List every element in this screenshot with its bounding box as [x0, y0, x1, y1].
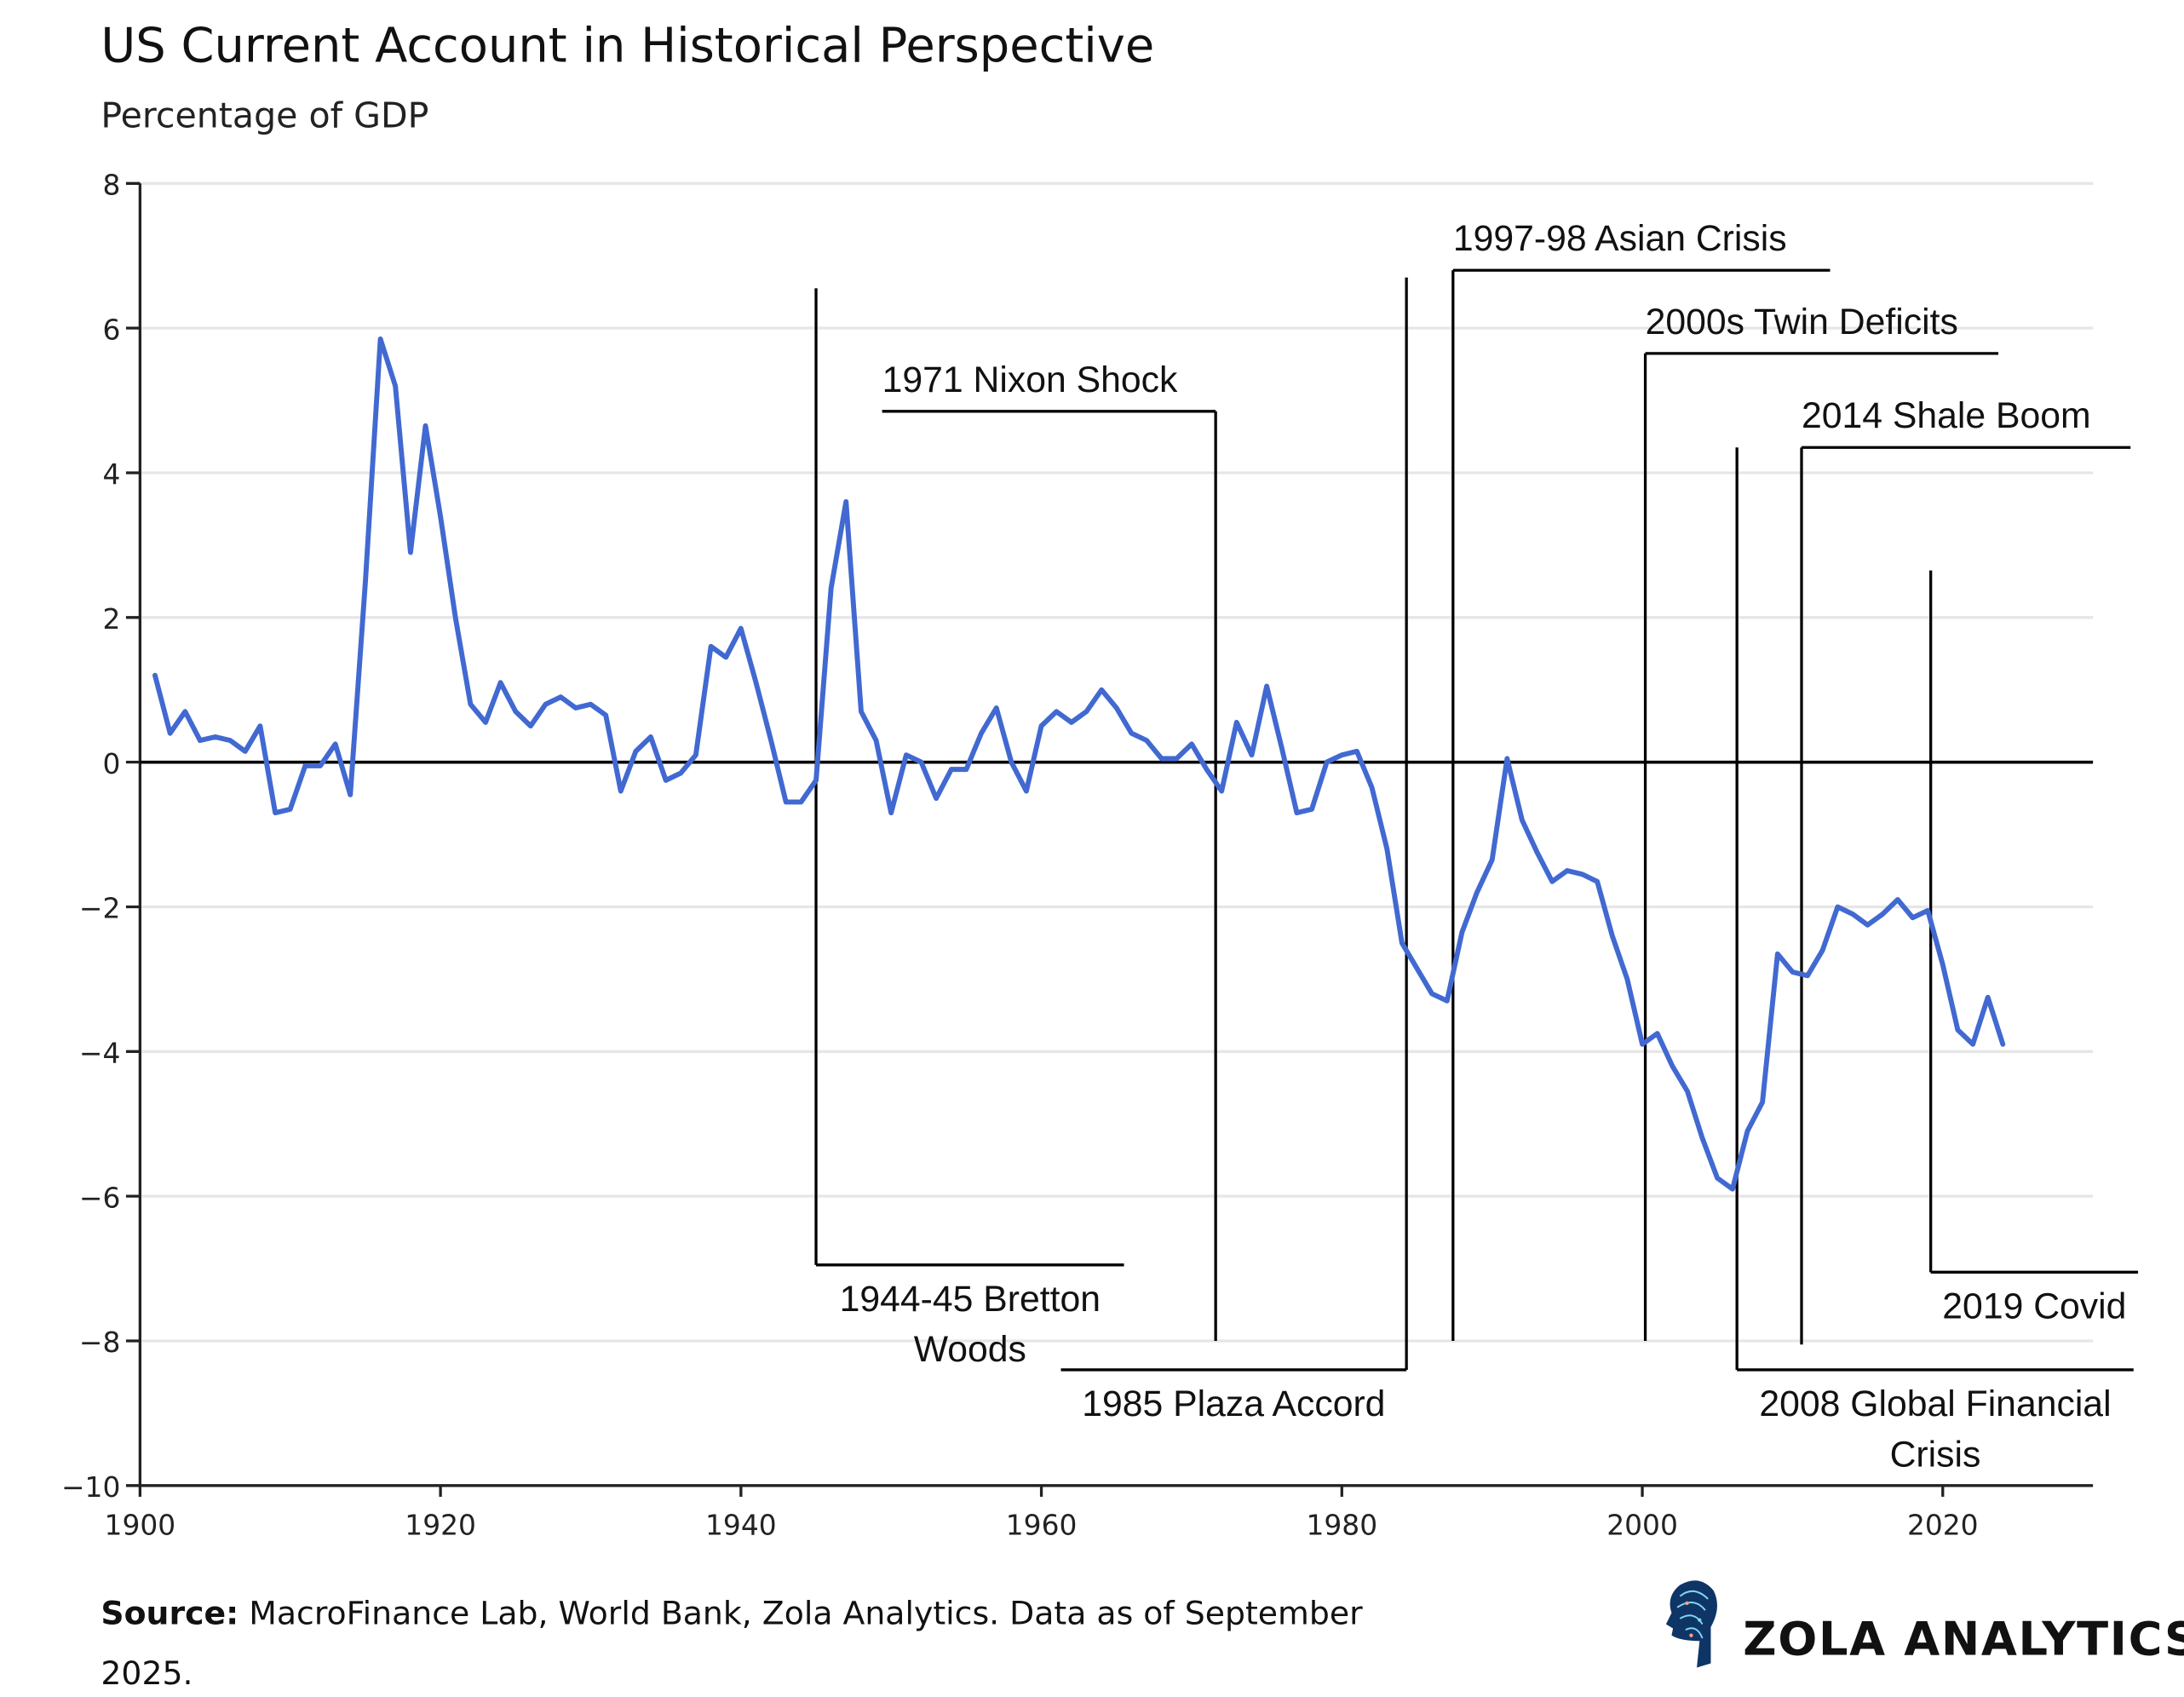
- source-text-cont: 2025.: [101, 1654, 193, 1692]
- series-line: [152, 336, 2006, 1192]
- annotation-label: 2008 Global Financial: [1759, 1383, 2111, 1424]
- y-tick-label: 8: [102, 168, 120, 201]
- axes: 8 6 4 2 0 −2 −4 −6 −8 −10 1900 1920 1940 1960 1980 2000…: [61, 168, 2094, 1541]
- y-tick-label: 2: [102, 602, 120, 636]
- annotation-label: 2000s Twin Deficits: [1646, 302, 1958, 342]
- y-tick-label: −2: [79, 892, 120, 925]
- annotation: 1971 Nixon Shock: [882, 360, 1217, 1341]
- x-tick-label: 1900: [105, 1508, 176, 1541]
- svg-text:Source: MacroFinance Lab, Worl: Source: MacroFinance Lab, World Bank, Zo…: [101, 1595, 1363, 1632]
- y-tick-label: −10: [61, 1470, 120, 1504]
- annotation: 1997-98 Asian Crisis: [1451, 218, 1831, 1341]
- series-line-group: [152, 336, 2006, 1192]
- chart-subtitle: Percentage of GDP: [101, 95, 428, 136]
- x-tick-label: 2020: [1907, 1508, 1979, 1541]
- y-tick-label: −6: [79, 1181, 120, 1214]
- annotation: 1985 Plaza Accord: [1060, 277, 1408, 1424]
- y-tick-label: −4: [79, 1036, 120, 1069]
- annotation-label: 2014 Shale Boom: [1802, 395, 2091, 436]
- annotation-label: 1944-45 Bretton: [840, 1279, 1101, 1320]
- x-tick-label: 1940: [705, 1508, 777, 1541]
- annotation: 2019 Covid: [1929, 570, 2139, 1327]
- annotation: 2000s Twin Deficits: [1643, 302, 1999, 1341]
- annotation-label: 1997-98 Asian Crisis: [1453, 218, 1787, 259]
- brand-logo: ZOLA ANALYTICS: [1665, 1580, 2184, 1668]
- brand-name: ZOLA ANALYTICS: [1743, 1613, 2184, 1666]
- annotation: 2014 Shale Boom: [1800, 395, 2131, 1345]
- x-tick-label: 1960: [1006, 1508, 1078, 1541]
- x-tick-label: 2000: [1606, 1508, 1678, 1541]
- annotation-label: Woods: [914, 1329, 1026, 1370]
- annotation-label: Crisis: [1890, 1434, 1981, 1475]
- head-circuit-icon: [1665, 1580, 1717, 1668]
- annotations: 1944-45 Bretton Woods 1971 Nixon Shock 1985…: [814, 218, 2139, 1475]
- y-tick-label: 4: [102, 457, 120, 491]
- annotation-label: 1971 Nixon Shock: [882, 360, 1178, 400]
- x-tick-label: 1920: [405, 1508, 476, 1541]
- x-tick-label: 1980: [1307, 1508, 1378, 1541]
- y-tick-label: 0: [102, 747, 120, 780]
- chart-title: US Current Account in Historical Perspec…: [101, 18, 1154, 73]
- y-tick-label: 6: [102, 313, 120, 346]
- source-label: Source:: [101, 1595, 239, 1632]
- annotation: 2008 Global Financial Crisis: [1735, 447, 2134, 1475]
- source-text: MacroFinance Lab, World Bank, Zola Analy…: [239, 1595, 1363, 1632]
- annotation: 1944-45 Bretton Woods: [814, 288, 1124, 1370]
- annotation-label: 1985 Plaza Accord: [1082, 1383, 1385, 1424]
- source-note: Source: MacroFinance Lab, World Bank, Zo…: [101, 1595, 1363, 1693]
- annotation-label: 2019 Covid: [1942, 1286, 2126, 1327]
- y-tick-label: −8: [79, 1326, 120, 1359]
